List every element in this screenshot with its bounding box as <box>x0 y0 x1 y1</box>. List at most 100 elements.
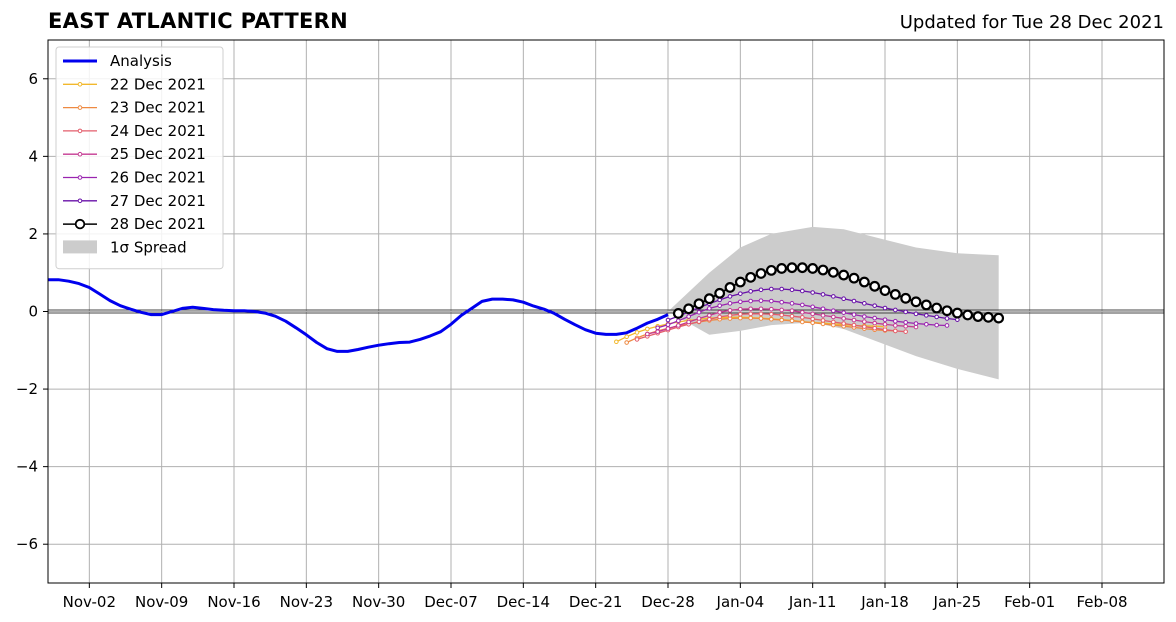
series-point <box>758 287 764 293</box>
series-point <box>769 316 774 322</box>
series-point <box>758 306 764 312</box>
series-point <box>848 272 860 284</box>
series-point <box>817 264 829 276</box>
series-point <box>665 317 671 323</box>
series-point <box>696 309 702 315</box>
series-point <box>944 316 950 321</box>
y-tick-label: −2 <box>16 380 38 398</box>
series-point <box>893 318 898 324</box>
series-line <box>48 278 669 353</box>
series-point <box>827 266 839 278</box>
legend-item: 25 Dec 2021 <box>63 145 206 163</box>
y-tick-label: −4 <box>16 458 38 476</box>
legend-item: 22 Dec 2021 <box>63 75 206 93</box>
series-point <box>789 308 795 314</box>
series-point <box>672 308 684 319</box>
y-tick-label: 6 <box>28 70 38 88</box>
series-point <box>655 329 660 334</box>
series-point <box>800 288 805 294</box>
series-point <box>810 304 815 310</box>
chart-title: EAST ATLANTIC PATTERN <box>48 9 348 33</box>
series-point <box>755 268 767 279</box>
series-point <box>951 307 963 319</box>
series-point <box>810 320 815 326</box>
legend-label: 1σ Spread <box>110 238 187 256</box>
legend-label: Analysis <box>110 52 172 70</box>
series-point <box>727 294 733 299</box>
y-tick-label: 4 <box>28 147 38 165</box>
legend-item: 1σ Spread <box>63 238 187 256</box>
legend: Analysis 22 Dec 2021 23 Dec 2021 24 Dec 202… <box>55 46 224 270</box>
legend-marker <box>77 198 83 204</box>
series-point <box>851 298 857 304</box>
series-point <box>717 309 722 315</box>
series-point <box>841 310 846 315</box>
series-point <box>862 319 867 324</box>
series-point <box>924 321 929 327</box>
series-point <box>769 286 774 292</box>
series-point <box>872 320 877 326</box>
series-point <box>893 323 898 328</box>
legend-box <box>55 46 224 270</box>
series-point <box>758 298 764 303</box>
series-point <box>862 324 867 329</box>
series-point <box>634 337 640 342</box>
series-point <box>738 315 743 321</box>
series-point <box>831 314 836 320</box>
legend-item: 27 Dec 2021 <box>63 192 206 210</box>
series-point <box>810 311 815 317</box>
legend-marker <box>77 82 83 87</box>
series-point <box>869 280 881 292</box>
series-point <box>717 303 722 308</box>
legend-marker <box>74 218 86 230</box>
series-point <box>707 316 712 322</box>
legend-marker <box>77 105 83 110</box>
series-point <box>717 314 722 320</box>
series-point <box>738 306 743 312</box>
series-point <box>934 314 939 320</box>
series-point <box>758 311 764 317</box>
series-point <box>724 282 736 293</box>
plot-frame <box>47 39 1165 584</box>
series-point <box>748 315 753 321</box>
series-point <box>796 262 808 274</box>
series-point <box>693 298 705 310</box>
series-point <box>645 331 650 337</box>
series-point <box>841 316 846 321</box>
series-point <box>882 317 888 322</box>
series-point <box>944 323 950 328</box>
series-point <box>748 298 753 304</box>
series-point <box>982 311 994 323</box>
x-tick-label: Jan-18 <box>860 593 909 611</box>
series-point <box>769 306 774 312</box>
x-tick-label: Feb-08 <box>1076 593 1127 611</box>
series-point <box>786 262 798 274</box>
x-tick-label: Nov-30 <box>352 593 405 611</box>
chart-subtitle: Updated for Tue 28 Dec 2021 <box>899 12 1164 33</box>
series-point <box>903 309 908 315</box>
series-point <box>879 285 891 296</box>
axes <box>43 39 1165 588</box>
series-point <box>738 291 743 296</box>
series-point <box>779 312 784 318</box>
series-point <box>924 313 929 318</box>
series-lines <box>48 262 1005 353</box>
x-tick-label: Nov-02 <box>63 593 116 611</box>
series-point <box>862 301 867 306</box>
series-point <box>686 314 691 319</box>
series-point <box>707 306 712 311</box>
legend-label: 23 Dec 2021 <box>110 99 206 117</box>
series-point <box>931 302 943 314</box>
series-4 <box>645 306 919 337</box>
series-point <box>831 294 836 299</box>
series-point <box>745 271 757 283</box>
series-point <box>758 316 764 321</box>
series-point <box>727 301 733 306</box>
series-point <box>624 334 629 340</box>
series-point <box>779 299 784 305</box>
x-tick-label: Jan-11 <box>788 593 837 611</box>
series-point <box>789 318 795 324</box>
series-point <box>920 299 932 311</box>
series-point <box>862 314 867 319</box>
series-point <box>738 311 743 317</box>
